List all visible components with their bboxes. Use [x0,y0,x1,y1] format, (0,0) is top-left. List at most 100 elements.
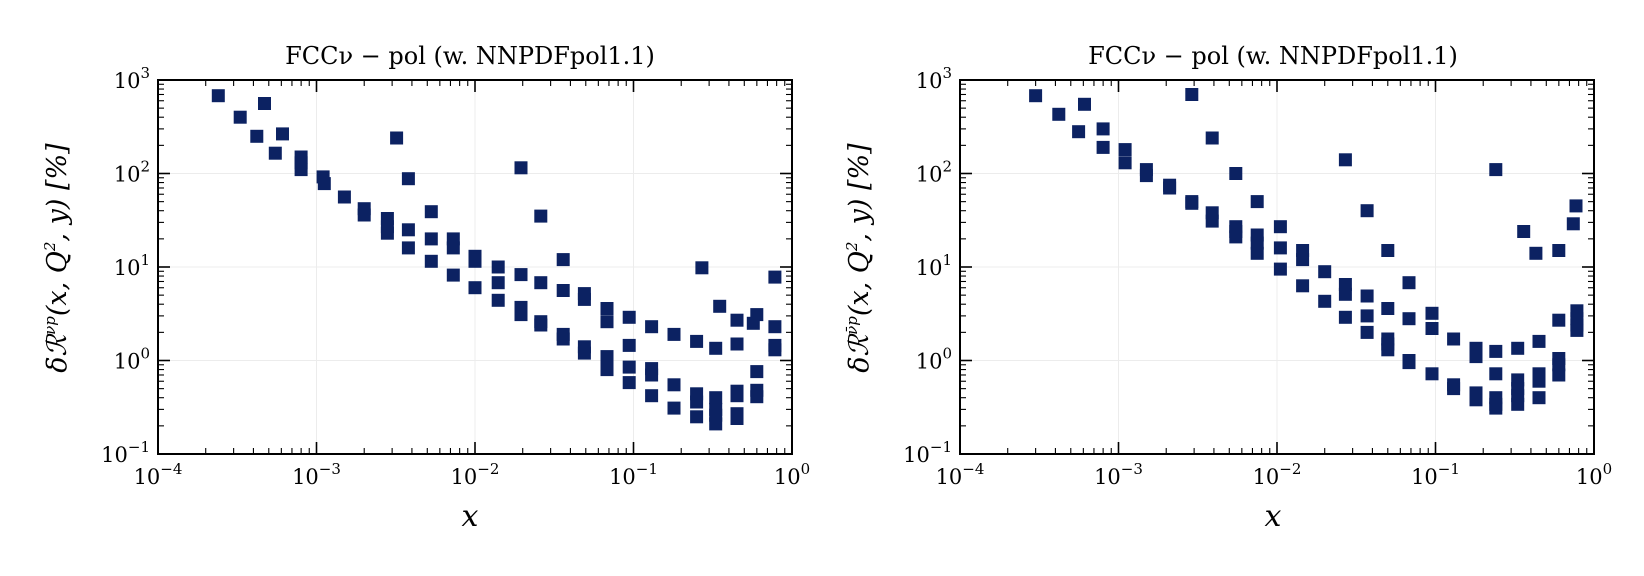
data-point [556,332,570,346]
tick-base: 10 [903,443,930,467]
ticks-right [959,79,1595,455]
data-point [1273,220,1287,234]
x-tick-label: 10−4 [134,460,183,489]
data-point [690,334,704,348]
y-tick-label: 103 [114,64,150,93]
data-point [645,368,659,382]
data-point [556,284,570,297]
data-point [1139,169,1153,183]
data-point [1250,246,1264,260]
data-point [1338,153,1352,167]
y-tick-label: 100 [114,345,150,374]
x-tick-label: 10−2 [1253,460,1302,489]
tick-exponent: 2 [140,158,150,176]
data-point [730,412,744,425]
x-tick-label: 10−1 [609,460,658,489]
data-point [1360,204,1374,218]
data-point [534,318,548,332]
data-point [1118,156,1132,170]
data-point [1250,236,1264,250]
tick-exponent: −2 [1279,460,1301,478]
chart-panel-right: FCCν − pol (w. NNPDFpol1.1) δℛν̄p(x, Q2,… [843,42,1612,534]
data-point [1532,334,1546,348]
data-point [690,410,704,424]
data-point [1096,122,1110,136]
tick-base: 10 [1094,465,1121,489]
data-point [380,226,394,240]
data-point [556,253,570,267]
data-point [1489,367,1503,381]
data-point [424,232,438,246]
data-point [667,378,681,392]
data-point [1029,89,1043,103]
tick-exponent: 0 [801,460,811,478]
tick-base: 10 [916,163,943,187]
tick-base: 10 [114,256,141,280]
data-point [1185,196,1199,210]
data-point [1072,125,1086,139]
data-point [1447,382,1461,396]
data-point [1360,325,1374,339]
tick-exponent: −1 [636,460,658,478]
data-point [1447,332,1461,346]
data-point [600,363,614,377]
data-point [534,209,548,223]
data-point [690,395,704,409]
data-point [491,276,505,290]
data-point [337,190,351,204]
data-point [534,276,548,290]
chart-title-left: FCCν − pol (w. NNPDFpol1.1) [285,42,655,70]
data-point [577,292,591,306]
data-point [258,97,271,110]
data-point [446,241,460,255]
tick-exponent: 0 [140,345,150,363]
data-point [233,110,247,124]
y-axis-label-left: δℛνp(x, Q2, y) [%] [41,143,73,373]
data-point [1360,289,1374,303]
data-point [1532,374,1546,388]
data-point [1381,343,1395,357]
data-point [768,270,782,284]
y-label-superscript-2: 2 [843,242,861,253]
y-label-args: (x, Q [42,251,73,316]
data-point [645,389,659,403]
tick-base: 10 [916,69,943,93]
data-point [1402,276,1416,290]
data-point [211,89,225,103]
x-tick-label: 10−3 [1094,460,1143,489]
x-tick-label: 100 [774,460,810,489]
data-point [1273,241,1287,255]
data-point [645,320,659,334]
y-label-prefix: δℛ [42,332,73,372]
data-point [622,360,636,374]
data-point [1163,181,1177,195]
data-point [294,163,308,177]
data-point [600,302,614,315]
data-point [1273,262,1287,276]
y-tick-label: 101 [916,251,952,280]
data-point [1250,195,1264,209]
data-point [1118,143,1132,157]
data-point [424,254,438,268]
data-point [1296,279,1310,293]
x-tick-label: 100 [1576,460,1612,489]
data-point [622,310,636,324]
y-label-rest: , y) [%] [42,143,73,242]
tick-exponent: −1 [128,438,150,456]
data-point [250,129,264,143]
tick-base: 10 [1411,465,1438,489]
data-point [1338,278,1352,291]
ticks-left [157,79,793,455]
data-point [1569,199,1583,213]
data-point [1052,107,1066,121]
data-point [713,299,727,313]
data-point [390,131,404,145]
data-point [401,241,415,255]
data-point [600,315,614,329]
tick-base: 10 [114,69,141,93]
data-point [730,389,744,403]
data-point [667,401,681,415]
x-tick-label: 10−4 [936,460,985,489]
